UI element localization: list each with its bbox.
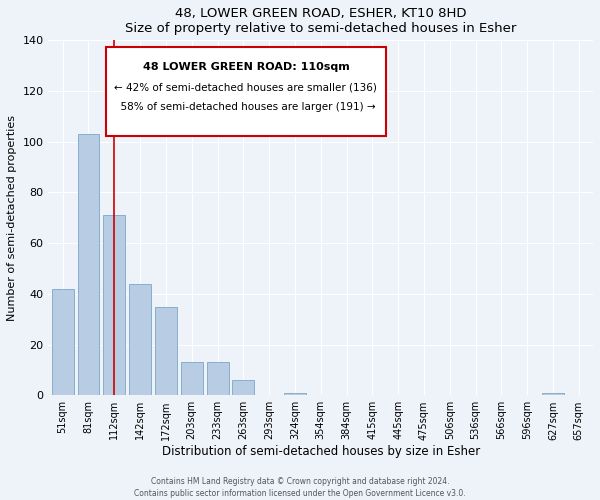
Y-axis label: Number of semi-detached properties: Number of semi-detached properties: [7, 115, 17, 321]
Bar: [181, 362, 203, 396]
X-axis label: Distribution of semi-detached houses by size in Esher: Distribution of semi-detached houses by …: [161, 445, 480, 458]
Bar: [232, 380, 254, 396]
Bar: [103, 215, 125, 396]
Bar: [206, 362, 229, 396]
Bar: [77, 134, 100, 396]
Bar: [155, 306, 177, 396]
Text: 48 LOWER GREEN ROAD: 110sqm: 48 LOWER GREEN ROAD: 110sqm: [143, 62, 349, 72]
Bar: [542, 392, 564, 396]
Title: 48, LOWER GREEN ROAD, ESHER, KT10 8HD
Size of property relative to semi-detached: 48, LOWER GREEN ROAD, ESHER, KT10 8HD Si…: [125, 7, 517, 35]
FancyBboxPatch shape: [106, 48, 386, 136]
Bar: [52, 289, 74, 396]
Text: 58% of semi-detached houses are larger (191) →: 58% of semi-detached houses are larger (…: [114, 102, 376, 113]
Text: Contains HM Land Registry data © Crown copyright and database right 2024.
Contai: Contains HM Land Registry data © Crown c…: [134, 476, 466, 498]
Bar: [284, 392, 306, 396]
Bar: [129, 284, 151, 396]
Text: ← 42% of semi-detached houses are smaller (136): ← 42% of semi-detached houses are smalle…: [114, 83, 377, 93]
